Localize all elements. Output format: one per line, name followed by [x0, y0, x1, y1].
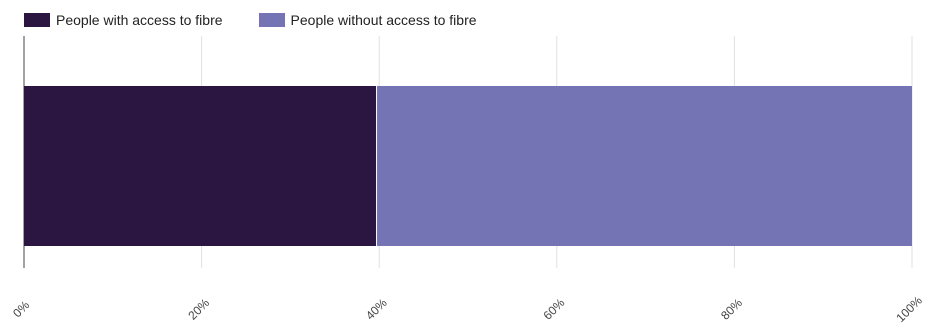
chart-legend: People with access to fibre People witho…: [24, 12, 477, 28]
legend-item-without-access: People without access to fibre: [258, 12, 477, 28]
legend-label-with-access: People with access to fibre: [56, 12, 223, 28]
x-tick-label: 20%: [185, 296, 212, 323]
legend-item-with-access: People with access to fibre: [24, 12, 223, 28]
bars: [24, 86, 912, 246]
legend-swatch-with-access: [24, 13, 50, 27]
legend-swatch-without-access: [258, 13, 285, 27]
x-axis-ticks: 0% 20% 40% 60% 80% 100%: [10, 293, 925, 325]
x-tick-label: 60%: [541, 296, 568, 323]
x-tick-label: 0%: [10, 298, 32, 320]
x-tick-label: 100%: [893, 293, 925, 325]
x-tick-label: 40%: [363, 296, 390, 323]
bar-segment-without-access: [376, 86, 912, 246]
legend-label-without-access: People without access to fibre: [290, 12, 477, 28]
bar-segment-with-access: [24, 86, 377, 246]
x-tick-label: 80%: [718, 296, 745, 323]
